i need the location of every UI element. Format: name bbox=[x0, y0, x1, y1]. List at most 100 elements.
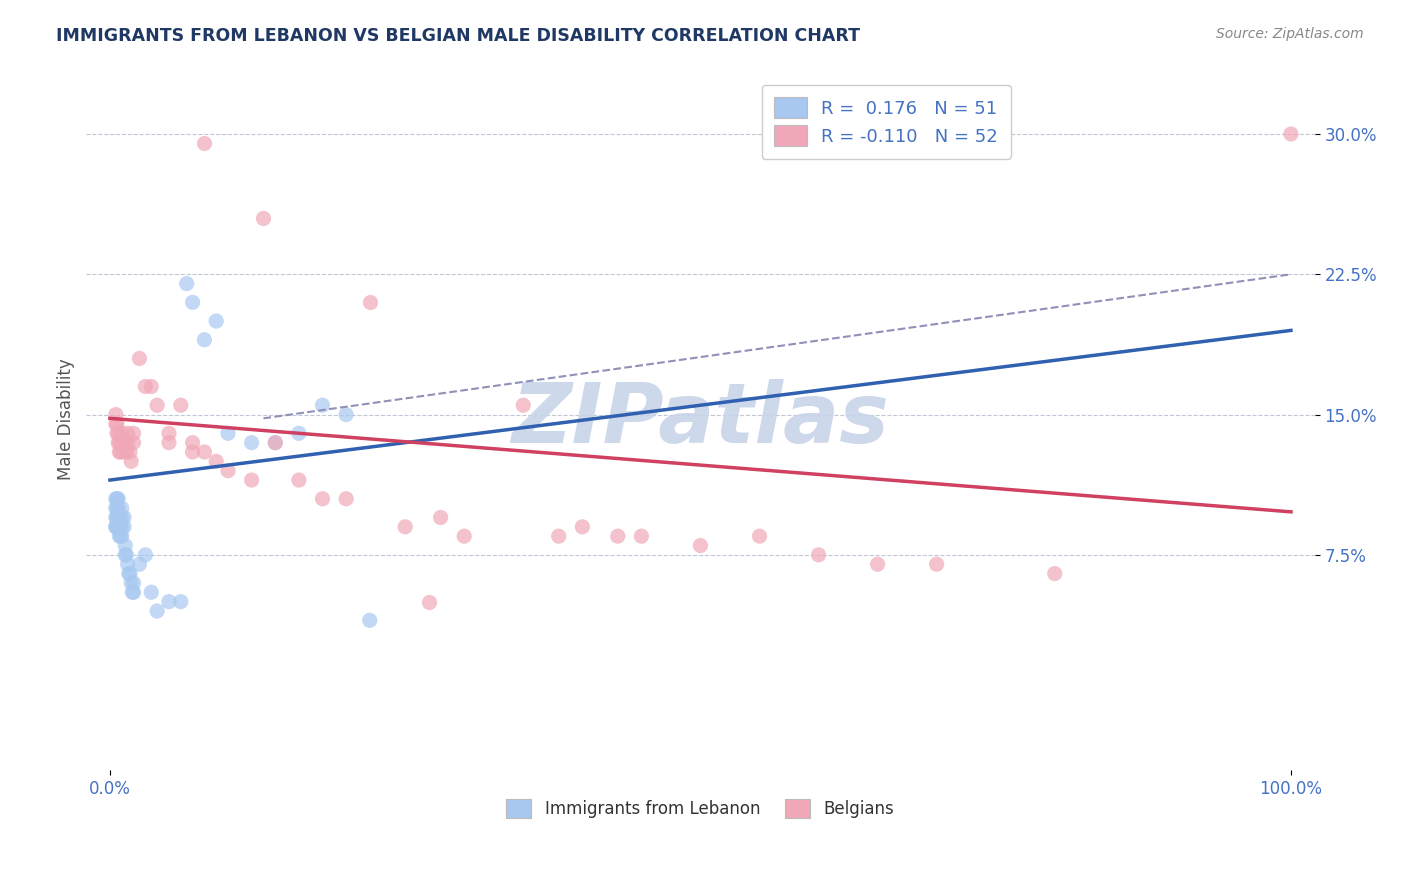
Point bbox=[1043, 566, 1066, 581]
Point bbox=[107, 510, 129, 524]
Point bbox=[193, 333, 215, 347]
Point bbox=[157, 426, 180, 441]
Point bbox=[252, 211, 274, 226]
Point bbox=[105, 510, 128, 524]
Point bbox=[118, 566, 141, 581]
Point bbox=[170, 398, 193, 412]
Point bbox=[240, 473, 263, 487]
Point bbox=[176, 277, 198, 291]
Point bbox=[288, 473, 311, 487]
Point bbox=[122, 576, 145, 591]
Point bbox=[114, 548, 136, 562]
Point bbox=[105, 520, 128, 534]
Point bbox=[111, 435, 134, 450]
Point bbox=[264, 435, 287, 450]
Point bbox=[117, 426, 139, 441]
Point bbox=[630, 529, 652, 543]
Point bbox=[193, 136, 215, 151]
Point bbox=[146, 604, 169, 618]
Point bbox=[118, 566, 141, 581]
Point bbox=[547, 529, 569, 543]
Point bbox=[105, 491, 128, 506]
Point bbox=[104, 520, 127, 534]
Point bbox=[105, 501, 128, 516]
Point bbox=[107, 426, 129, 441]
Point bbox=[335, 408, 357, 422]
Point bbox=[866, 558, 889, 572]
Point bbox=[108, 520, 131, 534]
Point bbox=[108, 435, 131, 450]
Point bbox=[359, 613, 381, 627]
Point bbox=[128, 558, 150, 572]
Point bbox=[146, 398, 169, 412]
Point bbox=[111, 529, 134, 543]
Point bbox=[105, 426, 128, 441]
Point bbox=[359, 295, 381, 310]
Point bbox=[110, 520, 132, 534]
Point bbox=[120, 576, 142, 591]
Point bbox=[429, 510, 451, 524]
Point bbox=[181, 295, 204, 310]
Point bbox=[108, 529, 131, 543]
Point bbox=[111, 426, 134, 441]
Point bbox=[512, 398, 534, 412]
Point bbox=[205, 454, 228, 468]
Point bbox=[104, 520, 127, 534]
Point bbox=[453, 529, 475, 543]
Point bbox=[104, 491, 127, 506]
Point bbox=[104, 501, 127, 516]
Point bbox=[181, 445, 204, 459]
Point bbox=[689, 539, 711, 553]
Point bbox=[288, 426, 311, 441]
Point bbox=[122, 426, 145, 441]
Point bbox=[104, 408, 127, 422]
Point bbox=[217, 464, 239, 478]
Point bbox=[141, 379, 163, 393]
Point bbox=[110, 529, 132, 543]
Point bbox=[111, 501, 134, 516]
Point bbox=[807, 548, 830, 562]
Point bbox=[571, 520, 593, 534]
Text: IMMIGRANTS FROM LEBANON VS BELGIAN MALE DISABILITY CORRELATION CHART: IMMIGRANTS FROM LEBANON VS BELGIAN MALE … bbox=[56, 27, 860, 45]
Point bbox=[240, 435, 263, 450]
Point bbox=[205, 314, 228, 328]
Point bbox=[114, 539, 136, 553]
Point bbox=[107, 501, 129, 516]
Point bbox=[606, 529, 628, 543]
Point bbox=[128, 351, 150, 366]
Y-axis label: Male Disability: Male Disability bbox=[58, 359, 75, 480]
Point bbox=[108, 445, 131, 459]
Point bbox=[311, 398, 333, 412]
Point bbox=[111, 520, 134, 534]
Point bbox=[114, 435, 136, 450]
Point bbox=[115, 445, 138, 459]
Point bbox=[335, 491, 357, 506]
Point bbox=[107, 435, 129, 450]
Point bbox=[120, 454, 142, 468]
Point bbox=[217, 426, 239, 441]
Point bbox=[107, 491, 129, 506]
Point bbox=[112, 510, 135, 524]
Point bbox=[112, 520, 135, 534]
Point bbox=[117, 558, 139, 572]
Point bbox=[141, 585, 163, 599]
Point bbox=[264, 435, 287, 450]
Point bbox=[110, 445, 132, 459]
Point bbox=[112, 445, 135, 459]
Point bbox=[108, 510, 131, 524]
Text: Source: ZipAtlas.com: Source: ZipAtlas.com bbox=[1216, 27, 1364, 41]
Point bbox=[193, 445, 215, 459]
Point bbox=[170, 594, 193, 608]
Point bbox=[105, 417, 128, 431]
Point bbox=[748, 529, 770, 543]
Point bbox=[1279, 127, 1302, 141]
Point bbox=[111, 510, 134, 524]
Point bbox=[107, 520, 129, 534]
Point bbox=[181, 435, 204, 450]
Legend: Immigrants from Lebanon, Belgians: Immigrants from Lebanon, Belgians bbox=[499, 792, 901, 825]
Point bbox=[122, 435, 145, 450]
Point bbox=[394, 520, 416, 534]
Text: ZIPatlas: ZIPatlas bbox=[512, 379, 890, 459]
Point bbox=[118, 445, 141, 459]
Point bbox=[134, 548, 156, 562]
